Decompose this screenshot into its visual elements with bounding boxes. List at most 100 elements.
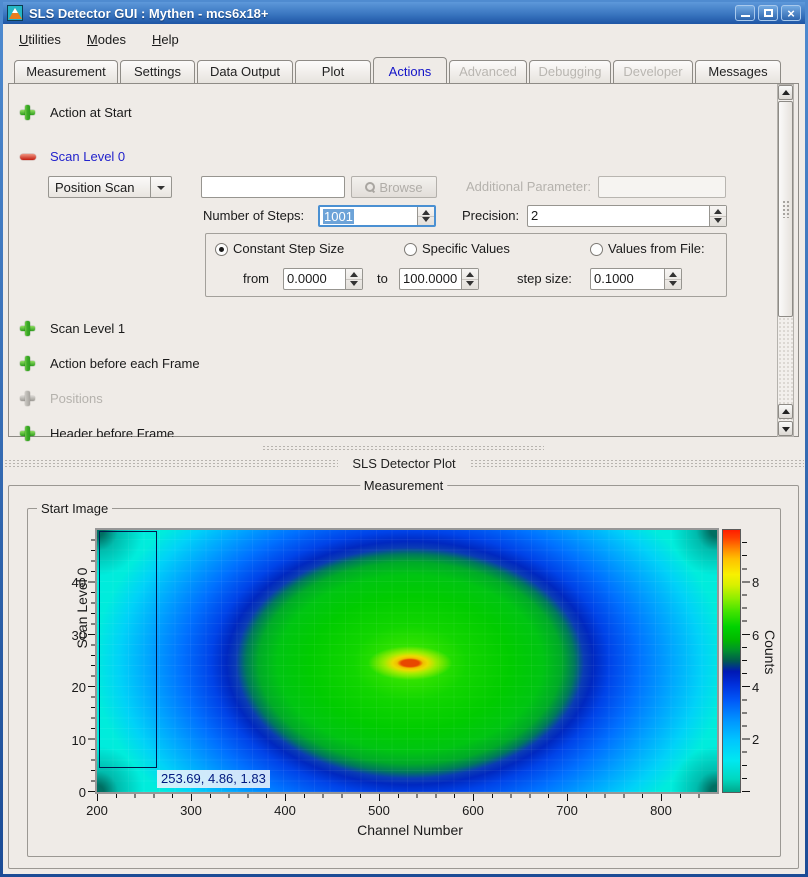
spin-up-icon[interactable] [665,269,681,279]
spin-up-icon[interactable] [418,207,434,216]
colorbar [722,529,741,793]
scan-mode-combo[interactable]: Position Scan [48,176,172,198]
spin-up-icon[interactable] [710,206,726,216]
number-of-steps-value[interactable]: 1001 [323,209,354,224]
expand-plus-icon[interactable] [20,321,35,336]
colorbar-tick-label: 6 [752,628,760,643]
heatmap-canvas[interactable] [97,530,717,792]
precision-spinbox[interactable]: 2 [527,205,727,227]
scan-script-field[interactable] [201,176,345,198]
scroll-down-button[interactable] [778,421,793,436]
scan-level-1-row[interactable]: Scan Level 1 [50,321,126,336]
close-icon: × [787,6,795,21]
from-spinbox[interactable]: 0.0000 [283,268,363,290]
to-value[interactable]: 100.0000 [403,271,458,286]
tab-measurement[interactable]: Measurement [14,60,118,83]
browse-button[interactable]: Browse [351,176,437,198]
plot-dock-titlebar[interactable]: SLS Detector Plot [4,453,805,473]
scan-level-0-row[interactable]: Scan Level 0 [50,149,126,164]
action-before-each-frame-row[interactable]: Action before each Frame [50,356,200,371]
constant-step-size-label[interactable]: Constant Step Size [233,241,345,256]
from-value[interactable]: 0.0000 [287,271,327,286]
expand-plus-icon[interactable] [20,356,35,371]
close-button[interactable]: × [781,5,801,21]
spin-arrows [345,269,362,289]
scan-mode-value: Position Scan [55,179,135,195]
scrollbar-thumb[interactable] [778,101,793,317]
step-size-value[interactable]: 0.1000 [594,271,634,286]
x-tick-label: 400 [274,803,296,818]
tab-bar: Measurement Settings Data Output Plot Ac… [14,57,783,84]
app-logo-icon [7,5,23,21]
plot-frame [95,528,719,794]
step-size-label: step size: [517,271,572,286]
spin-down-icon[interactable] [710,215,726,227]
minimize-icon [741,15,750,17]
measurement-groupbox: Measurement [8,478,799,869]
spin-down-icon[interactable] [346,278,362,290]
minimize-button[interactable] [735,5,755,21]
spin-down-icon[interactable] [418,215,434,226]
menu-modes[interactable]: Modes [86,31,126,47]
specific-values-label[interactable]: Specific Values [422,241,510,256]
chevron-down-icon [150,177,171,197]
action-at-start-row[interactable]: Action at Start [50,105,132,120]
window-title: SLS Detector GUI : Mythen - mcs6x18+ [29,5,269,21]
splitter-handle[interactable] [262,445,544,452]
x-tick-label: 700 [556,803,578,818]
zoom-selection-rect[interactable] [99,531,157,768]
tab-settings[interactable]: Settings [120,60,195,83]
tab-debugging[interactable]: Debugging [529,60,611,83]
scroll-up-button[interactable] [778,85,793,100]
x-axis-title: Channel Number [357,822,463,838]
number-of-steps-label: Number of Steps: [203,208,305,223]
tab-developer[interactable]: Developer [613,60,693,83]
values-from-file-radio[interactable] [590,243,603,256]
tab-plot[interactable]: Plot [295,60,371,83]
scrollbar-track[interactable] [777,84,794,437]
x-tick-label: 500 [368,803,390,818]
tab-actions[interactable]: Actions [373,57,447,83]
precision-value[interactable]: 2 [531,208,539,223]
specific-values-radio[interactable] [404,243,417,256]
x-axis-minor-ticks [97,794,717,798]
header-before-frame-row[interactable]: Header before Frame [50,426,175,441]
number-of-steps-spinbox[interactable]: 1001 [318,205,436,227]
colorbar-tick-label: 8 [752,575,760,590]
expand-plus-icon[interactable] [20,426,35,441]
y-tick-label: 30 [71,628,86,643]
spin-arrows [461,269,478,289]
spin-down-icon[interactable] [462,278,478,290]
values-from-file-label[interactable]: Values from File: [608,241,705,256]
x-tick-label: 800 [650,803,672,818]
expand-plus-icon-disabled [20,391,35,406]
start-image-groupbox: Start Image [27,501,781,857]
colorbar-tick-label: 2 [752,732,760,747]
maximize-icon [764,9,773,17]
cursor-position-tooltip: 253.69, 4.86, 1.83 [157,770,270,788]
additional-parameter-field[interactable] [598,176,726,198]
menubar: Utilities Modes Help [4,27,804,51]
scroll-up-button-2[interactable] [778,404,793,419]
constant-step-size-radio[interactable] [215,243,228,256]
spin-down-icon[interactable] [665,278,681,290]
collapse-minus-icon[interactable] [20,149,36,164]
y-tick-label: 10 [71,733,86,748]
menu-utilities[interactable]: Utilities [19,31,61,47]
expand-plus-icon[interactable] [20,105,35,120]
x-tick-label: 600 [462,803,484,818]
to-spinbox[interactable]: 100.0000 [399,268,479,290]
tab-advanced[interactable]: Advanced [449,60,527,83]
titlebar[interactable]: SLS Detector GUI : Mythen - mcs6x18+ × [3,2,805,24]
maximize-button[interactable] [758,5,778,21]
step-size-spinbox[interactable]: 0.1000 [590,268,682,290]
actions-panel [8,83,799,437]
arrow-up-icon [782,90,790,95]
precision-label: Precision: [462,208,520,223]
tab-data-output[interactable]: Data Output [197,60,293,83]
menu-help[interactable]: Help [151,31,179,47]
spin-up-icon[interactable] [346,269,362,279]
spin-up-icon[interactable] [462,269,478,279]
tab-messages[interactable]: Messages [695,60,781,83]
